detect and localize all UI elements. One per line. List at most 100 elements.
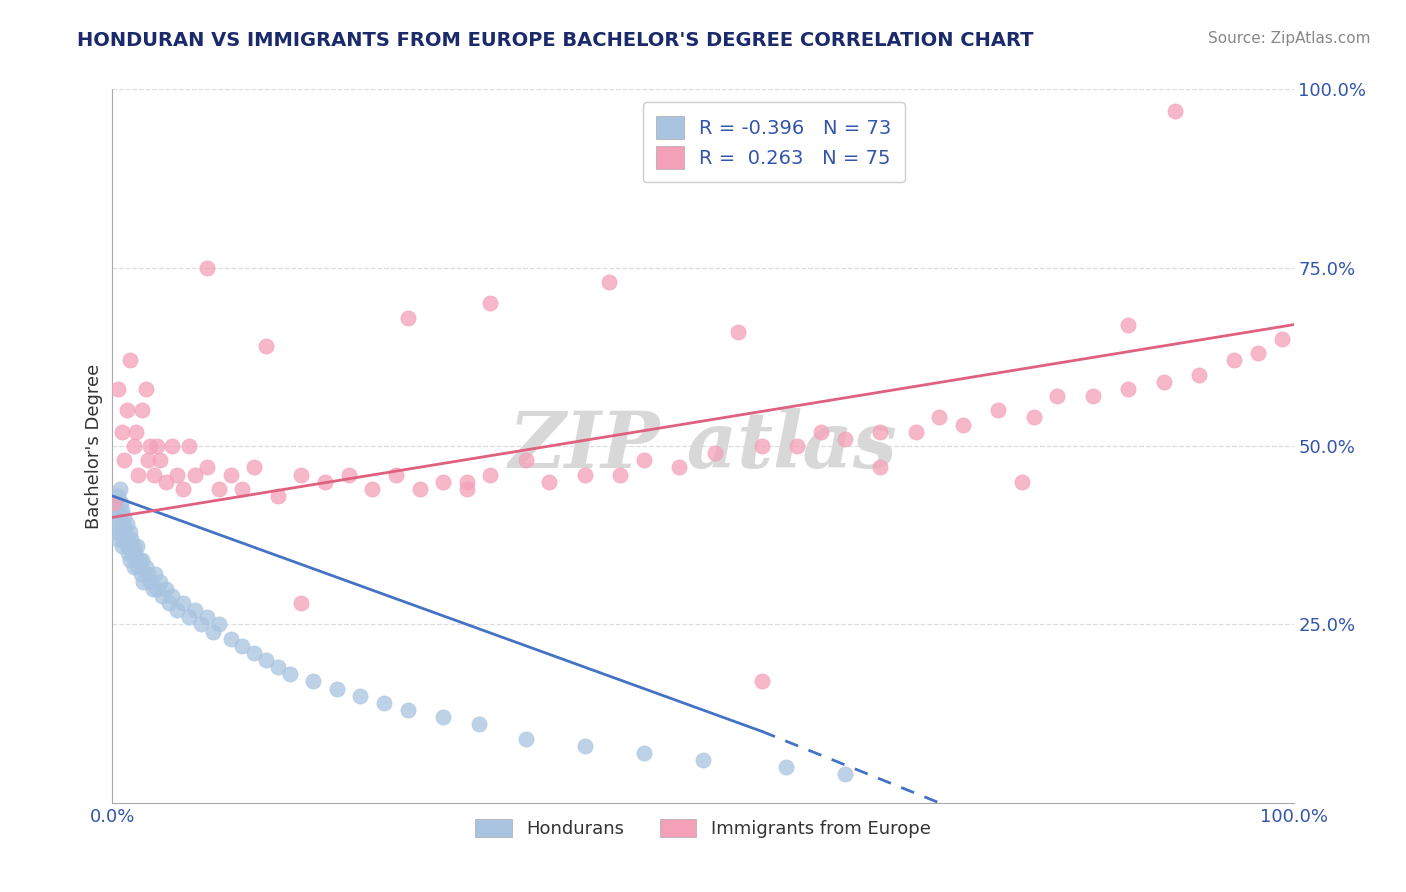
Point (131, 553, 153, 567)
Point (1271, 332, 1294, 346)
Point (633, 453, 655, 467)
Point (117, 546, 139, 560)
Point (112, 532, 135, 546)
Point (952, 417, 974, 432)
Point (208, 482, 231, 496)
Point (456, 482, 478, 496)
Point (290, 596, 312, 610)
Point (184, 603, 207, 617)
Point (110, 524, 132, 539)
Point (869, 460, 891, 475)
Point (179, 610, 201, 624)
Point (112, 517, 135, 532)
Point (810, 425, 832, 439)
Point (834, 432, 856, 446)
Point (408, 482, 430, 496)
Point (142, 582, 165, 596)
Point (1164, 103, 1187, 118)
Point (127, 467, 149, 482)
Point (775, 760, 797, 774)
Point (149, 574, 172, 589)
Point (103, 510, 125, 524)
Point (786, 439, 808, 453)
Point (195, 260, 218, 275)
Point (349, 689, 371, 703)
Point (150, 589, 173, 603)
Text: ZIP atlas: ZIP atlas (509, 408, 897, 484)
Point (609, 467, 631, 482)
Point (538, 475, 561, 489)
Point (396, 703, 419, 717)
Point (120, 532, 142, 546)
Point (118, 539, 141, 553)
Point (149, 453, 172, 467)
Point (125, 425, 148, 439)
Point (195, 460, 218, 475)
Point (208, 617, 231, 632)
Point (104, 496, 127, 510)
Point (127, 539, 149, 553)
Point (120, 553, 142, 567)
Point (112, 453, 135, 467)
Point (129, 567, 152, 582)
Point (166, 603, 188, 617)
Point (326, 681, 349, 696)
Point (243, 646, 266, 660)
Point (105, 524, 128, 539)
Point (337, 467, 360, 482)
Point (107, 532, 129, 546)
Point (111, 539, 134, 553)
Point (127, 560, 149, 574)
Point (373, 696, 395, 710)
Point (103, 496, 125, 510)
Point (479, 296, 502, 310)
Point (727, 325, 749, 339)
Point (155, 582, 177, 596)
Point (172, 482, 194, 496)
Point (124, 546, 146, 560)
Point (1116, 318, 1139, 332)
Point (904, 425, 927, 439)
Point (385, 467, 408, 482)
Point (143, 567, 166, 582)
Point (110, 496, 132, 510)
Point (1046, 389, 1069, 403)
Text: Source: ZipAtlas.com: Source: ZipAtlas.com (1208, 31, 1371, 46)
Point (278, 667, 301, 681)
Point (432, 710, 454, 724)
Point (108, 482, 131, 496)
Point (117, 532, 139, 546)
Point (314, 475, 336, 489)
Point (132, 574, 155, 589)
Point (574, 467, 596, 482)
Point (692, 753, 714, 767)
Point (219, 632, 242, 646)
Point (146, 582, 169, 596)
Point (135, 382, 157, 396)
Point (598, 275, 620, 289)
Point (121, 546, 143, 560)
Point (160, 589, 183, 603)
Point (751, 674, 773, 689)
Y-axis label: Bachelor's Degree: Bachelor's Degree (84, 363, 103, 529)
Point (1188, 368, 1211, 382)
Point (231, 639, 253, 653)
Point (184, 467, 207, 482)
Point (135, 560, 157, 574)
Point (267, 660, 290, 674)
Point (114, 524, 136, 539)
Point (115, 403, 138, 417)
Point (574, 739, 596, 753)
Point (166, 467, 188, 482)
Point (107, 517, 129, 532)
Point (290, 467, 312, 482)
Point (928, 410, 950, 425)
Point (219, 467, 242, 482)
Point (172, 596, 194, 610)
Point (243, 460, 266, 475)
Point (1247, 346, 1270, 360)
Point (112, 510, 135, 524)
Point (467, 717, 489, 731)
Point (105, 503, 128, 517)
Point (120, 524, 142, 539)
